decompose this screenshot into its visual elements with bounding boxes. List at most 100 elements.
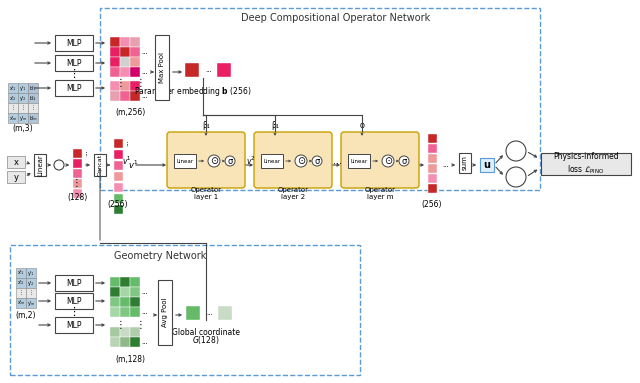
Circle shape	[312, 156, 322, 166]
FancyBboxPatch shape	[55, 293, 93, 309]
FancyBboxPatch shape	[261, 154, 283, 168]
Text: $\mathbf{u}$: $\mathbf{u}$	[483, 160, 491, 170]
FancyBboxPatch shape	[217, 63, 231, 77]
Text: ...: ...	[205, 67, 212, 73]
FancyBboxPatch shape	[120, 297, 130, 307]
Text: Operator
layer m: Operator layer m	[365, 187, 396, 200]
Text: x'ₘ: x'ₘ	[10, 116, 17, 121]
FancyBboxPatch shape	[120, 307, 130, 317]
Text: Physics-informed
loss $\mathcal{L}_{\mathrm{PINO}}$: Physics-informed loss $\mathcal{L}_{\mat…	[553, 152, 619, 176]
FancyBboxPatch shape	[114, 205, 123, 214]
FancyBboxPatch shape	[130, 287, 140, 297]
FancyBboxPatch shape	[428, 184, 437, 193]
FancyBboxPatch shape	[8, 83, 18, 93]
Circle shape	[54, 160, 64, 170]
FancyBboxPatch shape	[114, 194, 123, 203]
Text: $\mathcal{B}_x$: $\mathcal{B}_x$	[510, 171, 522, 183]
Text: ...: ...	[141, 49, 148, 55]
FancyBboxPatch shape	[428, 164, 437, 173]
Text: y: y	[13, 172, 19, 182]
Text: ⋮: ⋮	[11, 105, 15, 111]
Text: Linear: Linear	[264, 159, 280, 164]
Text: ...: ...	[141, 93, 148, 99]
Circle shape	[399, 156, 409, 166]
Text: σ: σ	[227, 157, 232, 165]
Text: (256): (256)	[422, 200, 442, 209]
Text: ...: ...	[141, 69, 148, 75]
FancyBboxPatch shape	[110, 91, 120, 101]
FancyBboxPatch shape	[341, 132, 419, 188]
FancyBboxPatch shape	[120, 337, 130, 347]
Text: σ: σ	[314, 157, 319, 165]
Circle shape	[208, 155, 220, 167]
Text: Operator
layer 1: Operator layer 1	[191, 187, 221, 200]
Text: ...: ...	[141, 339, 148, 345]
Text: x'₁: x'₁	[10, 85, 16, 90]
FancyBboxPatch shape	[130, 307, 140, 317]
Text: ...: ...	[82, 150, 88, 156]
Text: ⋮: ⋮	[136, 78, 146, 88]
Text: (m,2): (m,2)	[16, 311, 36, 320]
FancyBboxPatch shape	[34, 154, 46, 176]
FancyBboxPatch shape	[120, 277, 130, 287]
Text: Max Pool: Max Pool	[159, 52, 165, 83]
Text: ...: ...	[206, 310, 212, 316]
Text: y'₂: y'₂	[28, 280, 34, 285]
Text: MLP: MLP	[67, 296, 82, 306]
FancyBboxPatch shape	[186, 306, 200, 320]
FancyBboxPatch shape	[120, 67, 130, 77]
Text: b'₂: b'₂	[30, 95, 36, 100]
Text: $v^1$: $v^1$	[122, 155, 132, 167]
FancyBboxPatch shape	[110, 57, 120, 67]
FancyBboxPatch shape	[26, 268, 36, 278]
Text: Deep Compositional Operator Network: Deep Compositional Operator Network	[241, 13, 430, 23]
Text: Concat: Concat	[97, 154, 102, 176]
Text: ⋮: ⋮	[115, 320, 125, 330]
Text: ⋮: ⋮	[72, 178, 82, 188]
FancyBboxPatch shape	[28, 113, 38, 123]
Text: Global coordinate: Global coordinate	[172, 328, 240, 337]
FancyBboxPatch shape	[218, 306, 232, 320]
Text: (256): (256)	[108, 200, 128, 209]
Text: φ: φ	[360, 121, 365, 130]
FancyBboxPatch shape	[428, 144, 437, 153]
Circle shape	[295, 155, 307, 167]
FancyBboxPatch shape	[73, 189, 82, 198]
Text: ...: ...	[141, 309, 148, 315]
Text: ⋮: ⋮	[68, 307, 79, 317]
Text: x: x	[13, 157, 19, 167]
Text: ⊙: ⊙	[210, 156, 218, 166]
FancyBboxPatch shape	[7, 171, 25, 183]
FancyBboxPatch shape	[110, 37, 120, 47]
Text: ⋮: ⋮	[29, 290, 33, 296]
FancyBboxPatch shape	[28, 103, 38, 113]
Text: β₁: β₁	[271, 121, 279, 130]
FancyBboxPatch shape	[158, 280, 172, 345]
FancyBboxPatch shape	[16, 278, 26, 288]
Text: Linear: Linear	[37, 154, 43, 176]
Text: ⋮: ⋮	[136, 320, 146, 330]
Text: MLP: MLP	[67, 83, 82, 93]
Text: ⋮: ⋮	[115, 78, 125, 88]
FancyBboxPatch shape	[26, 298, 36, 308]
Circle shape	[506, 167, 526, 187]
FancyBboxPatch shape	[55, 80, 93, 96]
FancyBboxPatch shape	[120, 37, 130, 47]
Text: $v^2$: $v^2$	[246, 155, 256, 167]
FancyBboxPatch shape	[16, 298, 26, 308]
FancyBboxPatch shape	[130, 57, 140, 67]
Text: sum: sum	[462, 155, 468, 170]
Text: x'₁: x'₁	[18, 270, 24, 275]
FancyBboxPatch shape	[55, 317, 93, 333]
FancyBboxPatch shape	[16, 288, 26, 298]
Text: (m,3): (m,3)	[13, 124, 33, 133]
Text: ...: ...	[333, 156, 342, 166]
Text: Parameter embedding $\mathbf{b}$ (256): Parameter embedding $\mathbf{b}$ (256)	[134, 85, 252, 98]
FancyBboxPatch shape	[18, 103, 28, 113]
FancyBboxPatch shape	[73, 149, 82, 158]
Text: (128): (128)	[67, 193, 87, 202]
FancyBboxPatch shape	[73, 169, 82, 178]
FancyBboxPatch shape	[8, 93, 18, 103]
Text: Geometry Network: Geometry Network	[114, 251, 206, 261]
Text: b'ₘ: b'ₘ	[29, 116, 36, 121]
